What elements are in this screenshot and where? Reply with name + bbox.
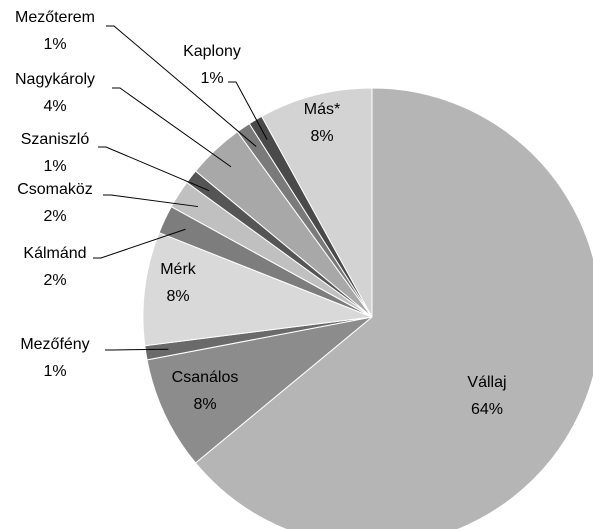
slice-value-label: 64%	[471, 401, 503, 418]
slice-label: Csomaköz	[17, 181, 93, 198]
slice-value-label: 2%	[43, 208, 66, 225]
pie-slice	[194, 87, 593, 529]
slice-value-label: 4%	[43, 98, 66, 115]
slice-label: Csanálos	[172, 369, 239, 386]
leader-line	[98, 146, 210, 192]
slice-label: Vállaj	[467, 374, 506, 391]
slice-value-label: 8%	[310, 128, 333, 145]
leader-line	[228, 81, 268, 140]
slice-label: Mezőfény	[20, 336, 89, 353]
slice-label: Mérk	[160, 261, 197, 278]
slice-value-label: 1%	[43, 363, 66, 380]
slice-label: Kaplony	[183, 43, 241, 60]
slice-value-label: 8%	[166, 288, 189, 305]
slice-value-label: 8%	[193, 396, 216, 413]
leader-line	[105, 348, 169, 351]
pie-slice	[142, 232, 373, 347]
leader-line	[103, 194, 199, 208]
leader-line	[112, 87, 232, 168]
slice-value-label: 1%	[43, 158, 66, 175]
slice-label: Kálmánd	[23, 245, 86, 262]
pie-slice	[260, 87, 373, 318]
slice-label: Szaniszló	[21, 131, 90, 148]
slice-value-label: 1%	[43, 36, 66, 53]
leader-line	[93, 228, 186, 259]
slice-value-label: 1%	[200, 70, 223, 87]
slice-value-label: 2%	[43, 272, 66, 289]
slice-label: Mezőterem	[15, 9, 95, 26]
slice-label: Más*	[304, 101, 340, 118]
pie-slice	[146, 316, 373, 464]
slice-label: Nagykároly	[15, 71, 95, 88]
leader-line	[106, 25, 257, 147]
